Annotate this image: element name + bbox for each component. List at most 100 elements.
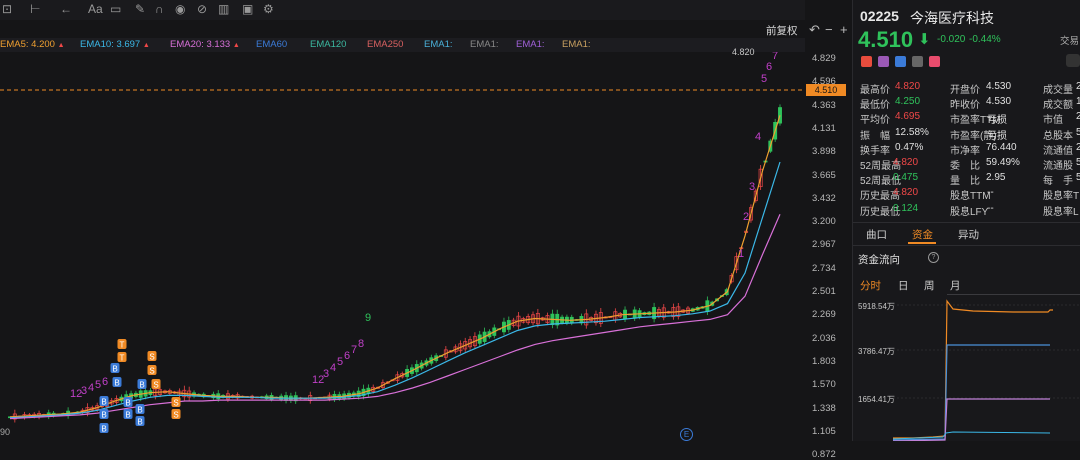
restore-button[interactable]: 前复权 — [766, 25, 798, 37]
legend-ema5: EMA5: 4.200 ▲ — [0, 39, 65, 50]
stat-label: 平均价 — [860, 115, 890, 127]
stat-label: 历史最低 — [860, 206, 900, 218]
y-tick-label: 4.131 — [812, 122, 836, 134]
marker-buy: B — [101, 398, 106, 407]
high-price-label: 4.820 — [732, 47, 755, 57]
stat-value: 0.47% — [895, 141, 924, 153]
stock-code: 02225 — [860, 8, 899, 24]
stat-label: 最低价 — [860, 100, 890, 112]
stat-value: 4.820 — [893, 157, 919, 168]
event-e-icon[interactable]: E — [680, 428, 693, 441]
comment-icon[interactable]: ▭ — [110, 2, 122, 16]
stat-value: 1 — [1076, 96, 1080, 108]
stat-label: 流通值 — [1043, 145, 1073, 157]
stat-value: 23 — [1076, 111, 1080, 123]
tab-capital[interactable]: 资金 — [912, 229, 933, 241]
marker-sell-bg — [147, 365, 157, 375]
heart-icon[interactable] — [929, 56, 940, 67]
tab-events[interactable]: 异动 — [958, 229, 979, 241]
period-month[interactable]: 月 — [950, 280, 961, 292]
legend-ema120: EMA120 — [310, 39, 347, 50]
legend-ema250: EMA250 — [367, 39, 404, 50]
line-tool-icon[interactable]: ⊢ — [30, 2, 41, 16]
y-tick-label: 2.036 — [812, 332, 836, 344]
hide-icon[interactable]: ⊘ — [197, 2, 208, 16]
stat-value: 0.475 — [893, 172, 919, 184]
marker-sell-bg — [171, 409, 181, 419]
stat-value: 4.530 — [986, 81, 1012, 92]
period-day[interactable]: 日 — [898, 280, 909, 292]
ema-line-ema5 — [9, 115, 781, 418]
marker-buy-bg — [112, 377, 122, 387]
stat-label: 量 比 — [950, 176, 980, 188]
flow-line-orange — [893, 299, 1053, 439]
marker-t: T — [120, 341, 125, 350]
candle-body — [758, 168, 763, 188]
lock-icon[interactable]: ▣ — [242, 2, 254, 16]
magnet-icon[interactable]: ∩ — [155, 2, 164, 16]
y-tick-label: 4.363 — [812, 99, 836, 111]
stat-label: 52周最低 — [860, 176, 902, 188]
marker-buy-bg — [99, 409, 109, 419]
marker-buy-bg — [135, 416, 145, 426]
sequence-number: 5 — [761, 73, 767, 85]
legend-ema10: EMA10: 3.697 ▲ — [80, 39, 150, 50]
sequence-number: 12 — [70, 388, 82, 400]
marker-buy: B — [114, 379, 119, 388]
marker-buy-bg — [135, 404, 145, 414]
stat-value: 0.124 — [893, 202, 919, 214]
text-icon[interactable]: Aa — [88, 2, 103, 16]
help-icon[interactable]: ? — [928, 252, 939, 263]
stat-label: 昨收价 — [950, 100, 980, 112]
y-tick-label: 0.872 — [812, 449, 836, 460]
stat-label: 市值 — [1043, 115, 1063, 127]
settings-icon[interactable]: ⚙ — [263, 2, 274, 16]
stat-label: 成交量 — [1043, 85, 1073, 96]
price-chart[interactable]: 12345612345678912345678 BBBBBBBBBBTTSSSS… — [0, 52, 810, 441]
marker-buy: B — [125, 411, 130, 420]
notify-icon[interactable] — [1066, 54, 1080, 67]
stat-value: 4.530 — [986, 96, 1012, 108]
stat-value: 2.95 — [986, 172, 1006, 184]
y-tick-label: 2.501 — [812, 286, 836, 297]
stat-label: 总股本 — [1043, 130, 1073, 142]
stat-value: 2 — [1076, 141, 1080, 153]
stat-value: 5 — [1076, 172, 1080, 184]
stat-label: 股息TTM — [950, 191, 991, 203]
ema-legend: EMA5: 4.200 ▲ EMA10: 3.697 ▲ EMA20: 3.13… — [0, 38, 805, 52]
stat-label: 市盈率(静) — [950, 130, 997, 142]
draw-icon[interactable]: ⊡ — [2, 2, 13, 16]
add-icon[interactable]: + — [840, 22, 848, 37]
sequence-number: 8 — [358, 338, 364, 350]
tab-underline — [908, 242, 936, 244]
quote-panel — [852, 0, 1080, 441]
eye-icon[interactable]: ◉ — [175, 2, 186, 16]
stat-value: 亏损 — [987, 130, 1007, 142]
stat-value: 4.695 — [895, 111, 921, 123]
stat-label: 开盘价 — [950, 85, 980, 96]
tab-chart[interactable]: 曲口 — [866, 229, 887, 241]
stat-label: 换手率 — [860, 145, 890, 157]
y-tick-label: 4.829 — [812, 53, 836, 64]
flow-y-label-1: 5918.54万 — [858, 302, 895, 311]
info-tabs — [853, 222, 1080, 246]
legend-ema1-d: EMA1: — [562, 39, 591, 50]
sequence-number: 9 — [365, 312, 371, 324]
stat-value: 5 — [1076, 157, 1080, 168]
period-week[interactable]: 周 — [924, 280, 935, 292]
minus-icon[interactable]: − — [825, 22, 833, 37]
trash-icon[interactable]: ▥ — [218, 2, 230, 16]
pen-icon[interactable]: ✎ — [135, 2, 146, 16]
undo-icon[interactable]: ↶ — [809, 22, 820, 37]
arrow-back-icon[interactable]: ← — [60, 2, 72, 16]
stat-label: 市净率 — [950, 145, 980, 157]
price-change-pct: -0.44% — [969, 34, 1001, 45]
marker-t: T — [120, 354, 125, 363]
flow-line-purple — [893, 398, 1050, 441]
marker-buy: B — [101, 411, 106, 420]
legend-ema1-b: EMA1: — [470, 39, 499, 50]
period-intraday[interactable]: 分时 — [860, 280, 881, 292]
stat-label: 52周最高 — [860, 161, 902, 172]
stat-label: 股息率T — [1043, 191, 1080, 203]
marker-buy-bg — [123, 397, 133, 407]
